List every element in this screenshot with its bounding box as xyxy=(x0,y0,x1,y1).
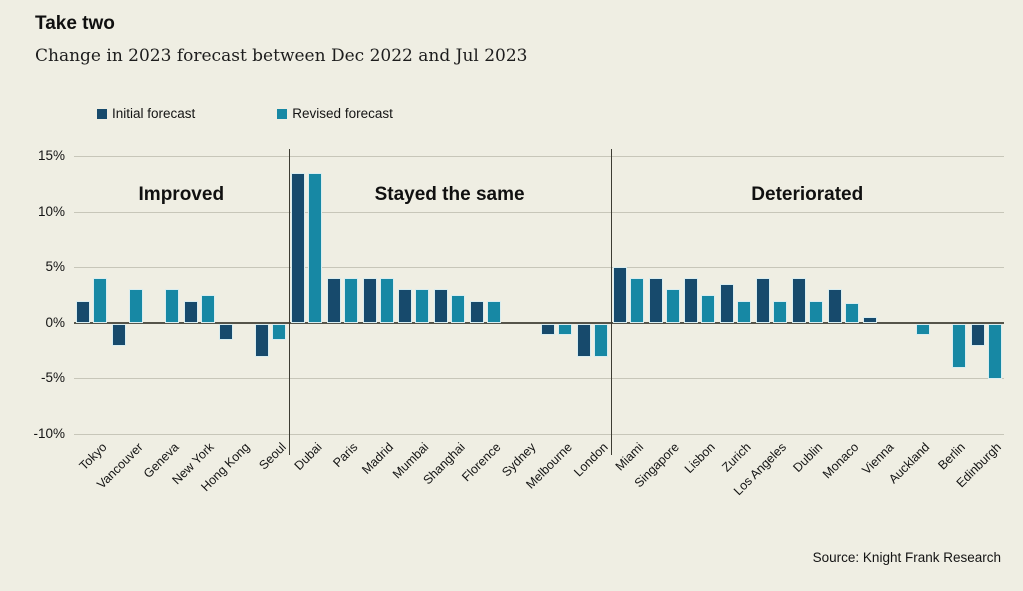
plot-area: 15% 10% 5% 0% -5% -10% Improved Stayed the same… xyxy=(33,148,1004,498)
bar-initial-edinburgh xyxy=(970,323,985,347)
bar-initial-florence xyxy=(469,300,484,323)
bar-revised-geneva xyxy=(164,289,179,323)
bar-revised-madrid xyxy=(379,278,394,323)
bar-revised-los-angeles xyxy=(773,300,787,323)
x-axis-label-berlin: Berlin xyxy=(935,440,969,473)
bar-revised-florence xyxy=(486,300,501,323)
x-axis-label-florence: Florence xyxy=(458,440,504,485)
bar-revised-edinburgh xyxy=(987,323,1002,380)
legend-label-revised-forecast: Revised forecast xyxy=(292,106,393,121)
bar-initial-new-york xyxy=(183,300,198,323)
source-attribution: Source: Knight Frank Research xyxy=(812,550,1001,565)
section-label-deteriorated: Deteriorated xyxy=(751,184,864,205)
bar-revised-dublin xyxy=(808,300,823,323)
bar-initial-paris xyxy=(326,278,341,323)
bar-revised-dubai xyxy=(308,172,322,323)
bar-revised-new-york xyxy=(200,295,215,323)
gridline--5 xyxy=(74,378,1004,380)
y-axis-tick-label: 0% xyxy=(45,314,65,330)
bar-initial-london xyxy=(577,323,592,358)
bar-revised-singapore xyxy=(665,289,680,323)
bar-revised-vancouver xyxy=(129,289,144,323)
gridline-5 xyxy=(74,267,1004,269)
section-label-stayed-the-same: Stayed the same xyxy=(374,184,525,205)
bar-revised-tokyo xyxy=(93,278,108,323)
bar-revised-seoul xyxy=(272,323,287,341)
x-axis-label-paris: Paris xyxy=(330,440,361,471)
bar-initial-dubai xyxy=(291,172,305,323)
bar-revised-zurich xyxy=(737,300,752,323)
x-axis-label-dubai: Dubai xyxy=(291,440,325,474)
x-axis-label-tokyo: Tokyo xyxy=(76,440,110,473)
y-axis-tick-label: -5% xyxy=(40,370,65,386)
bar-revised-mumbai xyxy=(415,289,430,323)
y-axis-tick-label: -10% xyxy=(33,426,65,441)
bar-revised-miami xyxy=(629,278,644,323)
bar-initial-lisbon xyxy=(684,278,699,323)
bar-initial-shanghai xyxy=(434,289,449,323)
x-axis-label-miami: Miami xyxy=(612,440,647,474)
page-title: Take two xyxy=(35,13,115,34)
bar-initial-hong-kong xyxy=(219,323,234,341)
bar-initial-monaco xyxy=(827,289,842,323)
y-axis-tick-label: 5% xyxy=(45,259,65,275)
y-axis-tick-label: 15% xyxy=(37,148,65,163)
initial-forecast-swatch-icon xyxy=(97,108,107,119)
bar-initial-vienna xyxy=(863,317,878,323)
chart-subtitle: Change in 2023 forecast between Dec 2022… xyxy=(35,46,528,66)
bar-revised-auckland xyxy=(916,323,931,335)
x-axis-label-monaco: Monaco xyxy=(819,440,861,482)
zero-axis-line xyxy=(74,321,1004,324)
bar-revised-london xyxy=(594,323,609,358)
bar-initial-singapore xyxy=(648,278,663,323)
y-axis-tick-label: 10% xyxy=(37,203,65,219)
bar-initial-mumbai xyxy=(398,289,413,323)
bar-revised-paris xyxy=(343,278,358,323)
bar-initial-madrid xyxy=(362,278,377,323)
bar-initial-melbourne xyxy=(541,323,556,335)
bar-initial-miami xyxy=(612,267,627,323)
bar-initial-dublin xyxy=(791,278,806,323)
legend-item-initial-forecast: Initial forecast xyxy=(97,106,195,121)
x-axis-label-lisbon: Lisbon xyxy=(681,440,718,476)
gridline-10 xyxy=(74,211,1004,213)
gridline--10 xyxy=(74,434,1004,435)
bar-revised-shanghai xyxy=(451,295,466,323)
bar-initial-seoul xyxy=(255,323,270,358)
bar-initial-zurich xyxy=(720,283,735,323)
chart-legend: Initial forecast Revised forecast xyxy=(97,106,393,121)
bar-initial-los-angeles xyxy=(756,278,770,323)
gridline-15 xyxy=(74,156,1004,157)
legend-label-initial-forecast: Initial forecast xyxy=(112,106,196,121)
bar-revised-lisbon xyxy=(701,295,716,323)
legend-item-revised-forecast: Revised forecast xyxy=(277,106,393,121)
section-divider xyxy=(288,149,291,455)
bar-revised-berlin xyxy=(951,323,966,369)
bar-revised-melbourne xyxy=(558,323,573,335)
bar-initial-tokyo xyxy=(76,300,91,323)
section-divider xyxy=(610,149,613,455)
section-label-improved: Improved xyxy=(138,184,225,205)
x-axis-label-seoul: Seoul xyxy=(256,440,289,473)
bar-initial-vancouver xyxy=(112,323,127,347)
x-axis-label-london: London xyxy=(571,440,611,480)
bar-revised-monaco xyxy=(844,302,859,323)
revised-forecast-swatch-icon xyxy=(277,108,288,119)
